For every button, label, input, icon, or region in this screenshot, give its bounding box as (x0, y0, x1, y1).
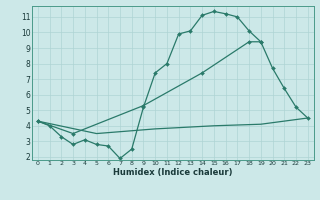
X-axis label: Humidex (Indice chaleur): Humidex (Indice chaleur) (113, 168, 233, 177)
